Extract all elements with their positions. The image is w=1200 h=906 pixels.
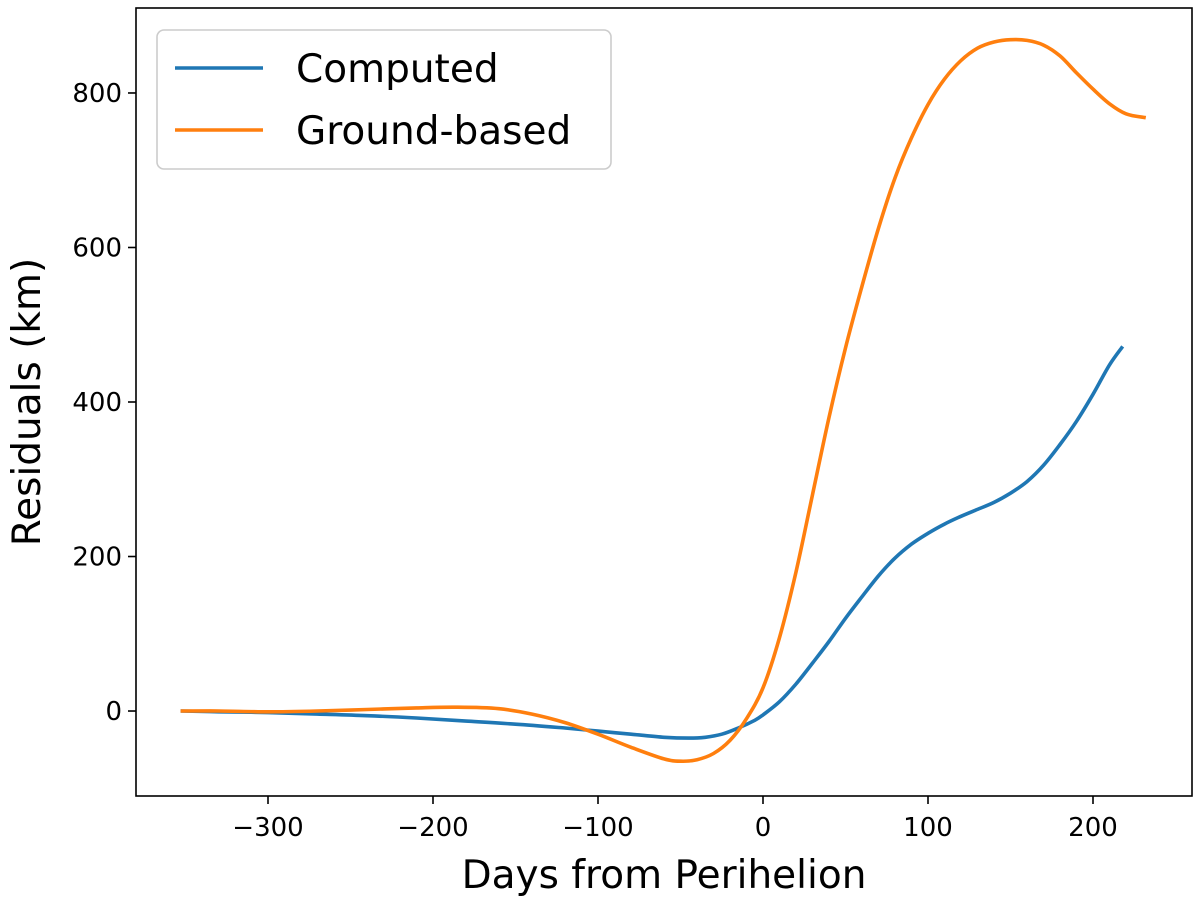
legend: Computed Ground-based bbox=[156, 29, 612, 170]
y-axis-ticks: 0 200 400 600 800 bbox=[72, 79, 136, 727]
x-tick-label: 100 bbox=[903, 813, 953, 843]
y-axis-label: Residuals (km) bbox=[5, 258, 50, 546]
plot-area-frame bbox=[135, 7, 1193, 797]
legend-box bbox=[156, 29, 612, 170]
x-tick-label: −100 bbox=[562, 813, 633, 843]
x-axis-ticks: −300 −200 −100 0 100 200 bbox=[232, 796, 1118, 843]
x-tick-label: 200 bbox=[1068, 813, 1118, 843]
y-tick-label: 200 bbox=[72, 543, 122, 573]
y-tick-label: 600 bbox=[72, 233, 122, 263]
series-line-ground-based bbox=[180, 37, 1147, 764]
y-tick-label: 800 bbox=[72, 79, 122, 109]
y-tick-label: 400 bbox=[72, 388, 122, 418]
legend-label-ground-based: Ground-based bbox=[296, 109, 571, 154]
legend-label-computed: Computed bbox=[296, 47, 499, 92]
x-axis-label: Days from Perihelion bbox=[462, 853, 867, 898]
x-tick-label: 0 bbox=[755, 813, 772, 843]
x-tick-label: −200 bbox=[397, 813, 468, 843]
x-tick-label: −300 bbox=[232, 813, 303, 843]
series-line-computed bbox=[180, 345, 1125, 740]
y-tick-label: 0 bbox=[105, 697, 122, 727]
series-layer bbox=[180, 37, 1147, 764]
